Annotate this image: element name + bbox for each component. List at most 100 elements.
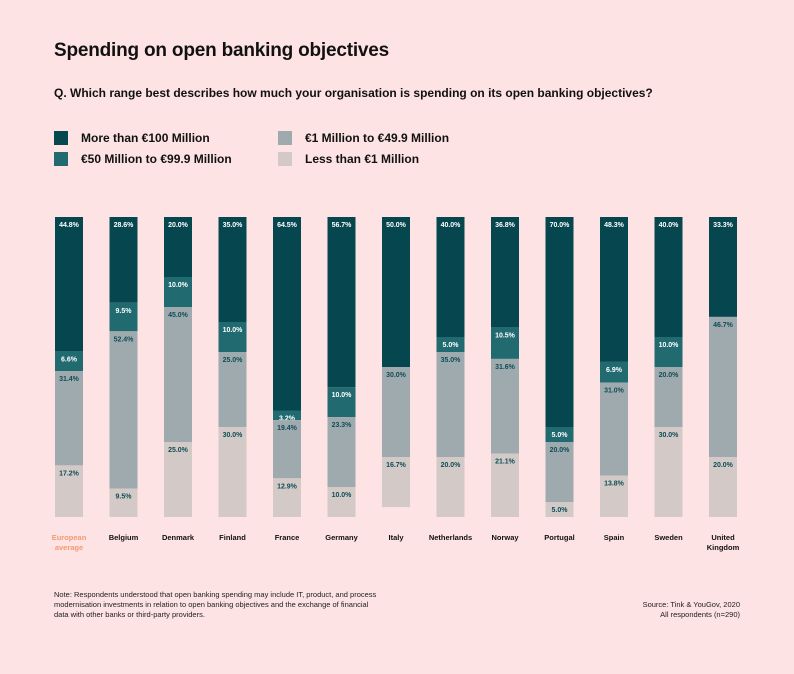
bar-segment — [436, 457, 465, 517]
bar-value-label: 46.7% — [713, 322, 734, 329]
bar-segment — [436, 337, 465, 352]
bar-segment — [55, 351, 83, 372]
bar-value-label: 40.0% — [441, 222, 462, 229]
bar-value-label: 17.2% — [59, 470, 80, 477]
bar-segment — [382, 217, 410, 367]
bar-value-label: 5.0% — [552, 432, 569, 439]
bar-segment — [273, 478, 301, 517]
bar-value-label: 20.0% — [659, 372, 680, 379]
bar-segment — [709, 457, 737, 517]
bar-segment — [545, 442, 574, 502]
bar-value-label: 40.0% — [659, 222, 680, 229]
legend-item-50m-99m: €50 Million to €99.9 Million — [54, 152, 232, 166]
source-note: Source: Tink & YouGov, 2020 All responde… — [643, 600, 740, 620]
bar-value-label: 30.0% — [223, 432, 244, 439]
category-label: Belgium — [109, 533, 139, 542]
bar-value-label: 50.0% — [386, 222, 407, 229]
bar-segment — [600, 382, 628, 476]
category-label: Italy — [388, 533, 404, 542]
bar-value-label: 23.3% — [332, 422, 353, 429]
bar-value-label: 21.1% — [495, 459, 516, 466]
category-label: Finland — [219, 533, 246, 542]
respondents-line: All respondents (n=290) — [660, 610, 740, 619]
bar-segment — [164, 442, 192, 517]
bar-segment — [600, 217, 628, 362]
bar-segment — [327, 417, 356, 487]
bar-segment — [218, 217, 247, 322]
bar-value-label: 35.0% — [223, 222, 244, 229]
bar-segment — [382, 367, 410, 457]
category-label: Netherlands — [429, 533, 472, 542]
bar-segment — [218, 322, 247, 352]
bar-segment — [55, 465, 83, 517]
bar-segment — [654, 217, 683, 337]
bar-value-label: 10.0% — [332, 392, 353, 399]
bar-segment — [491, 217, 519, 328]
bar-segment — [273, 420, 301, 479]
bar-value-label: 16.7% — [386, 462, 407, 469]
bar-segment — [545, 427, 574, 442]
legend-swatch — [54, 152, 68, 166]
bar-value-label: 9.5% — [116, 494, 133, 501]
bar-segment — [327, 487, 356, 517]
bar-segment — [327, 217, 356, 388]
category-label: Kingdom — [707, 543, 740, 552]
bar-segment — [218, 427, 247, 517]
bar-segment — [709, 316, 737, 457]
bar-segment — [654, 337, 683, 367]
bar-segment — [109, 302, 138, 332]
bar-value-label: 13.8% — [604, 481, 625, 488]
category-label: Spain — [604, 533, 625, 542]
category-label: Denmark — [162, 533, 195, 542]
category-label: France — [275, 533, 300, 542]
bar-value-label: 30.0% — [386, 372, 407, 379]
bar-value-label: 31.6% — [495, 364, 516, 371]
bar-value-label: 10.0% — [223, 327, 244, 334]
bar-segment — [327, 387, 356, 418]
bar-value-label: 20.0% — [713, 462, 734, 469]
survey-question: Q. Which range best describes how much y… — [54, 86, 653, 100]
bar-segment — [273, 217, 301, 411]
bar-value-label: 25.0% — [168, 447, 189, 454]
bar-segment — [55, 371, 83, 466]
bar-segment — [709, 217, 737, 317]
bar-value-label: 20.0% — [168, 222, 189, 229]
bar-value-label: 5.0% — [552, 507, 569, 514]
bar-value-label: 10.0% — [659, 342, 680, 349]
legend-item-1m-49m: €1 Million to €49.9 Million — [278, 131, 449, 145]
bar-value-label: 70.0% — [550, 222, 571, 229]
chart-title: Spending on open banking objectives — [54, 40, 390, 61]
bar-value-label: 10.0% — [168, 282, 189, 289]
category-label: United — [711, 533, 735, 542]
legend-swatch — [278, 131, 292, 145]
bar-segment — [654, 367, 683, 427]
bar-segment — [491, 358, 519, 454]
category-label: Sweden — [654, 533, 683, 542]
bar-segment — [491, 453, 519, 517]
legend-swatch — [278, 152, 292, 166]
bar-segment — [545, 217, 574, 427]
category-label: Portugal — [544, 533, 574, 542]
bar-value-label: 31.0% — [604, 388, 625, 395]
bar-value-label: 64.5% — [277, 222, 298, 229]
legend-label: More than €100 Million — [81, 131, 210, 145]
category-label: Germany — [325, 533, 358, 542]
bar-segment — [654, 427, 683, 517]
footnote: Note: Respondents understood that open b… — [54, 590, 377, 619]
bar-value-label: 33.3% — [713, 222, 734, 229]
category-label: average — [55, 543, 83, 552]
bar-value-label: 48.3% — [604, 222, 625, 229]
bar-value-label: 30.0% — [659, 432, 680, 439]
bar-value-label: 56.7% — [332, 222, 353, 229]
bar-value-label: 10.5% — [495, 332, 516, 339]
legend-item-over-100m: More than €100 Million — [54, 131, 210, 145]
bar-value-label: 44.8% — [59, 222, 80, 229]
bar-value-label: 6.6% — [61, 356, 78, 363]
bar-value-label: 12.9% — [277, 483, 298, 490]
bar-value-label: 6.9% — [606, 367, 623, 374]
bar-value-label: 45.0% — [168, 312, 189, 319]
bar-segment — [55, 217, 83, 352]
bar-value-label: 5.0% — [443, 342, 460, 349]
bar-segment — [164, 217, 192, 277]
